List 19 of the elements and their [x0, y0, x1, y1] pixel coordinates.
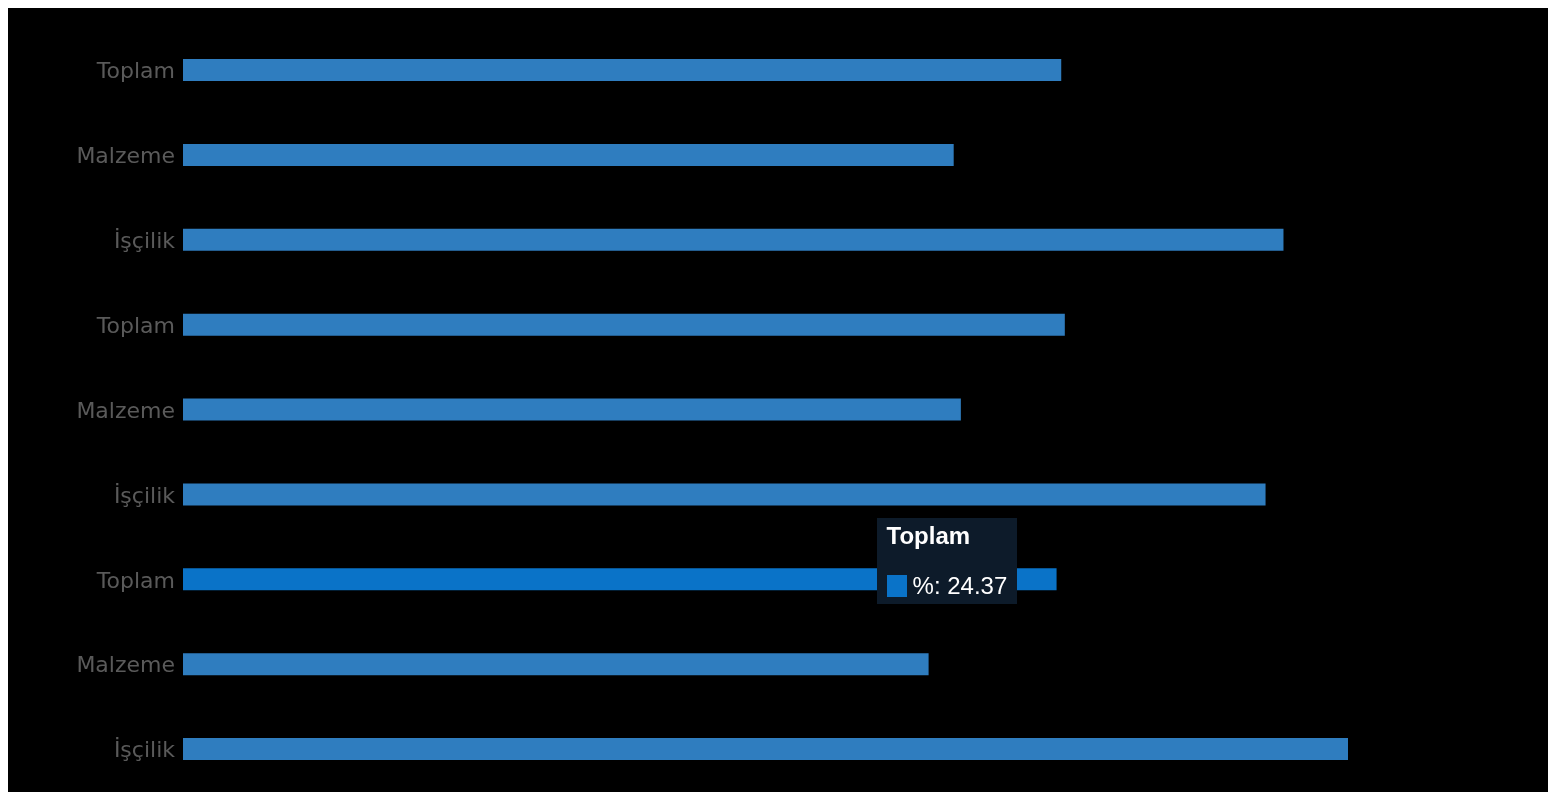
bar — [183, 398, 961, 421]
y-tick-label: Toplam — [95, 567, 175, 593]
y-tick-label: İşçilik — [113, 737, 176, 763]
bar — [183, 313, 1065, 336]
y-tick-label: Toplam — [95, 58, 175, 84]
y-tick-label: Malzeme — [76, 143, 175, 169]
y-tick-label: İşçilik — [113, 482, 176, 508]
y-tick-label: Toplam — [95, 312, 175, 338]
data-label: %: 24.37 — [912, 571, 1008, 600]
category-label: Toplam — [886, 521, 971, 549]
y-tick-label: Malzeme — [76, 397, 175, 423]
bar — [183, 653, 929, 676]
bar — [183, 483, 1266, 506]
bar — [183, 59, 1062, 81]
bar — [183, 143, 954, 166]
bar — [183, 738, 1348, 761]
y-tick-label: İşçilik — [113, 228, 176, 254]
y-tick-label: Malzeme — [76, 652, 175, 678]
bar — [183, 228, 1284, 251]
